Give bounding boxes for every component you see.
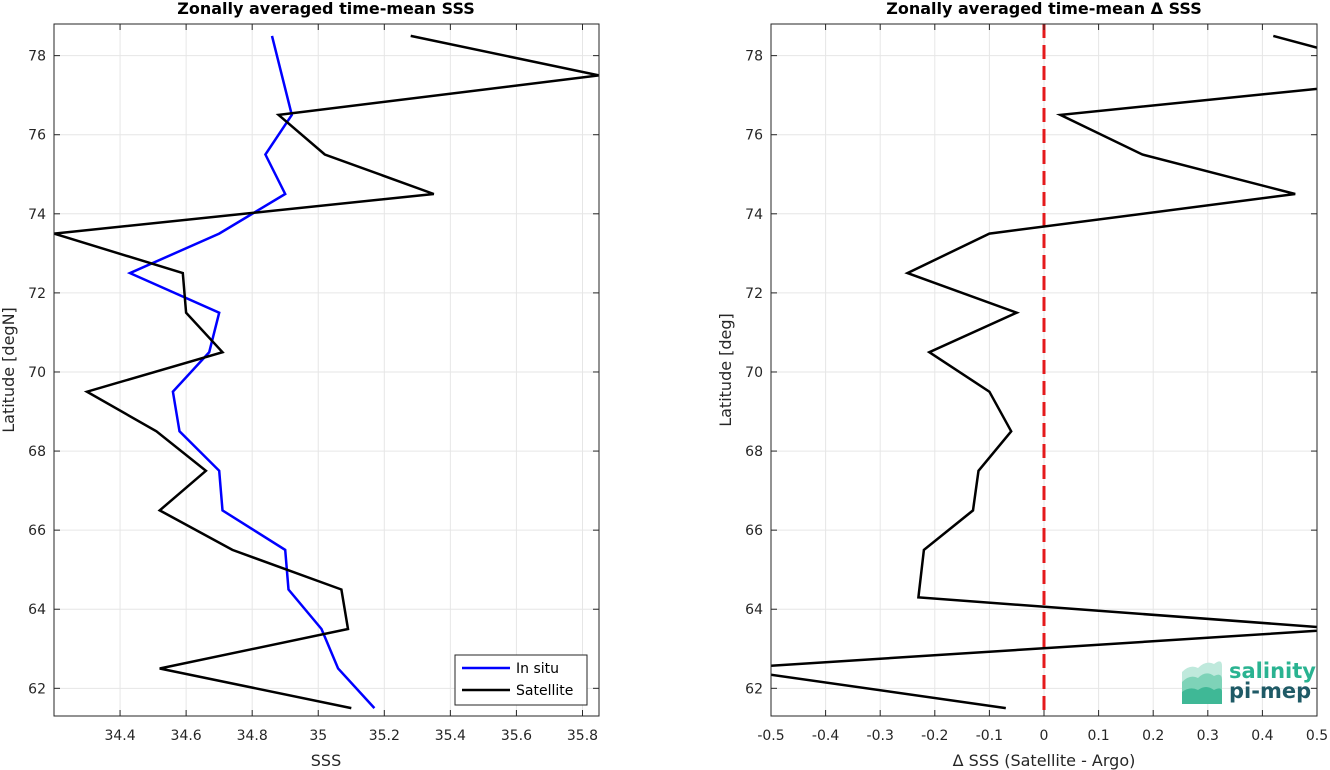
right-y-tick-label: 64 (745, 602, 763, 618)
right-x-tick-label: 0 (1040, 728, 1049, 744)
right-panel: -0.5 -0.4 -0.3 -0.2 -0.1 0 0.1 0.2 0.3 0.4 0.5 62 64… (716, 0, 1328, 770)
right-x-tick-label: 0.3 (1197, 728, 1219, 744)
left-x-tick-label: 35.8 (567, 728, 598, 744)
left-y-tick-label: 62 (28, 681, 46, 697)
right-x-tick-label: -0.4 (812, 728, 839, 744)
right-x-tick-label: 0.5 (1306, 728, 1328, 744)
right-x-tick-label: -0.3 (867, 728, 894, 744)
left-y-axis-label: Latitude [degN] (0, 307, 18, 433)
left-panel: 34.4 34.6 34.8 35 35.2 35.4 35.6 35.8 62 64 66 68 70… (0, 0, 600, 770)
legend-box (454, 654, 588, 706)
left-axes-box (53, 23, 600, 717)
left-x-tick-label: 34.8 (237, 728, 268, 744)
legend: In situ Satellite (454, 654, 588, 706)
left-plot-area (54, 24, 599, 716)
left-y-tick-label: 70 (28, 365, 46, 381)
right-x-axis-label: Δ SSS (Satellite - Argo) (953, 751, 1136, 770)
left-y-tick-label: 78 (28, 49, 46, 65)
left-x-tick-label: 35.2 (369, 728, 400, 744)
left-series-group (54, 34, 599, 710)
salinity-pi-mep-logo: salinity pi-mep (1182, 659, 1316, 704)
right-y-tick-label: 78 (745, 49, 763, 65)
right-x-tick-label: -0.2 (921, 728, 948, 744)
right-x-tick-label: -0.5 (757, 728, 784, 744)
right-x-tick-label: 0.1 (1087, 728, 1109, 744)
right-y-tick-label: 68 (745, 444, 763, 460)
left-chart-title: Zonally averaged time-mean SSS (177, 0, 475, 18)
right-x-tick-label: 0.2 (1142, 728, 1164, 744)
left-y-tick-label: 72 (28, 286, 46, 302)
legend-label-in-situ: In situ (516, 661, 559, 677)
right-y-axis-label: Latitude [deg] (716, 313, 735, 427)
logo-line2: pi-mep (1229, 679, 1311, 703)
left-series-line-satellite (54, 34, 599, 710)
left-x-tick-label: 35.6 (501, 728, 532, 744)
left-y-tick-label: 74 (28, 207, 46, 223)
left-x-tick-label: 35.4 (435, 728, 466, 744)
left-x-tick-label: 34.4 (104, 728, 135, 744)
right-y-tick-label: 66 (745, 523, 763, 539)
right-chart-title: Zonally averaged time-mean Δ SSS (886, 0, 1202, 18)
right-x-tick-label: 0.4 (1251, 728, 1273, 744)
right-y-tick-label: 76 (745, 128, 763, 144)
right-x-tick-label: -0.1 (976, 728, 1003, 744)
right-series-group (771, 24, 1317, 716)
logo-line1: salinity (1229, 659, 1316, 683)
right-y-tick-label: 70 (745, 365, 763, 381)
right-y-tick-label: 72 (745, 286, 763, 302)
legend-label-satellite: Satellite (516, 683, 573, 699)
left-y-tick-label: 76 (28, 128, 46, 144)
right-series-line-delta-sss (771, 34, 1317, 710)
left-x-tick-label: 34.6 (171, 728, 202, 744)
right-ticks: -0.5 -0.4 -0.3 -0.2 -0.1 0 0.1 0.2 0.3 0.4 0.5 62 64… (745, 24, 1328, 744)
left-y-tick-label: 68 (28, 444, 46, 460)
left-ticks: 34.4 34.6 34.8 35 35.2 35.4 35.6 35.8 62 64 66 68 70… (28, 24, 599, 744)
left-series-line-in-situ (126, 35, 376, 709)
right-y-tick-label: 62 (745, 681, 763, 697)
left-x-axis-label: SSS (311, 751, 341, 770)
right-y-tick-label: 74 (745, 207, 763, 223)
left-y-tick-label: 64 (28, 602, 46, 618)
left-x-tick-label: 35 (309, 728, 327, 744)
wave-icon (1182, 661, 1222, 704)
left-y-tick-label: 66 (28, 523, 46, 539)
left-gridlines (54, 24, 599, 716)
